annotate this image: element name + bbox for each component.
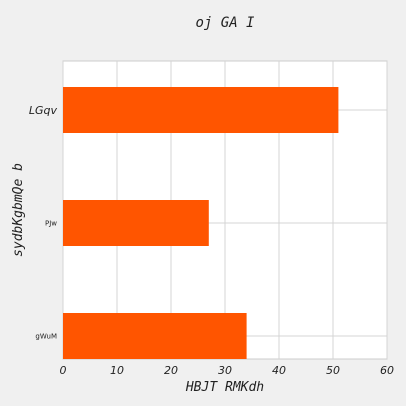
x-tick-label: 50 xyxy=(326,364,340,377)
x-tick-label: 10 xyxy=(110,364,124,377)
x-axis-ticks: 0 10 20 30 40 50 60 xyxy=(60,364,395,377)
x-tick-label: 40 xyxy=(272,364,286,377)
bar-pjw xyxy=(63,200,209,246)
x-tick-label: 60 xyxy=(380,364,394,377)
x-tick-label: 30 xyxy=(218,364,232,377)
y-axis-label: sydbKgbmQe b xyxy=(11,163,26,257)
chart-title: oj GA I xyxy=(195,15,255,31)
bar-lgqv xyxy=(63,87,339,133)
y-axis-ticks: LGqv PJw gWuM xyxy=(29,104,58,341)
bar-gwum xyxy=(63,313,247,359)
y-tick-label: gWuM xyxy=(35,333,57,341)
x-tick-label: 20 xyxy=(164,364,178,377)
x-tick-label: 0 xyxy=(60,364,67,377)
bars xyxy=(63,87,339,359)
y-tick-label: PJw xyxy=(45,220,57,228)
x-axis-label: HBJT RMKdh xyxy=(185,380,264,395)
y-tick-label: LGqv xyxy=(29,104,58,117)
